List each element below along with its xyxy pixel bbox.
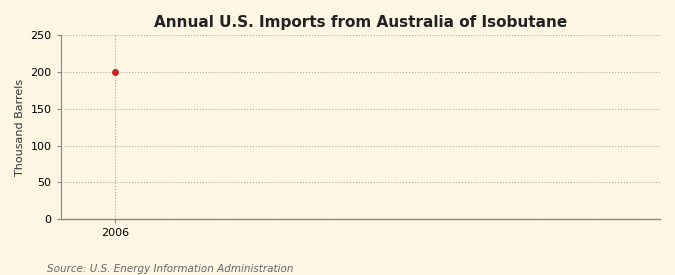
Title: Annual U.S. Imports from Australia of Isobutane: Annual U.S. Imports from Australia of Is… [154,15,567,30]
Y-axis label: Thousand Barrels: Thousand Barrels [15,79,25,176]
Text: Source: U.S. Energy Information Administration: Source: U.S. Energy Information Administ… [47,264,294,274]
